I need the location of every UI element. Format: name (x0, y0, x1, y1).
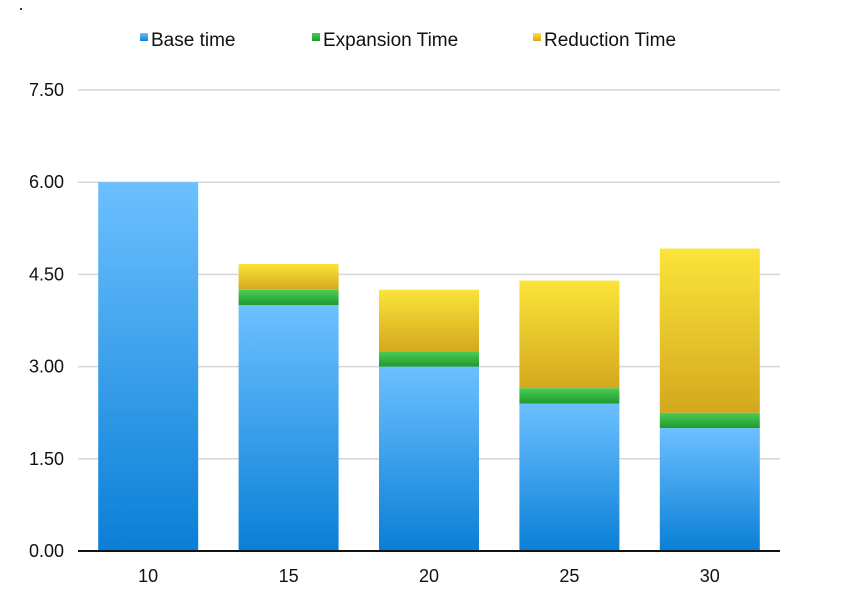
legend-label: Base time (151, 30, 235, 51)
bar-30-expansion-time (659, 412, 760, 429)
y-tick-label: 4.50 (29, 264, 64, 284)
bar-20-reduction-time (379, 289, 479, 352)
y-tick-label: 1.50 (29, 449, 64, 469)
bar-25-expansion-time (519, 388, 620, 404)
corner-dot (20, 8, 22, 10)
legend-swatch (140, 33, 148, 41)
bar-15-reduction-time (238, 263, 339, 290)
x-tick-label: 30 (700, 566, 720, 586)
legend-swatch (312, 33, 320, 41)
y-tick-label: 0.00 (29, 541, 64, 561)
y-tick-label: 3.00 (29, 357, 64, 377)
x-tick-label: 25 (559, 566, 579, 586)
bar-20-expansion-time (379, 351, 479, 367)
bar-15-expansion-time (238, 289, 339, 306)
axis: 0.00 1.50 3.00 4.50 6.00 7.50 10 15 20 25 30 (29, 80, 780, 586)
bars (98, 182, 760, 551)
x-tick-label: 15 (279, 566, 299, 586)
bar-15-base-time (238, 305, 339, 551)
legend-label: Expansion Time (323, 30, 458, 51)
x-tick-label: 10 (138, 566, 158, 586)
bar-25-reduction-time (519, 280, 620, 389)
bar-10-base-time (98, 182, 199, 551)
bar-30-base-time (659, 428, 760, 551)
bar-30-reduction-time (659, 248, 760, 413)
x-tick-label: 20 (419, 566, 439, 586)
y-tick-label: 7.50 (29, 80, 64, 100)
legend-label: Reduction Time (544, 30, 676, 51)
bar-20-base-time (379, 366, 479, 551)
bar-25-base-time (519, 403, 620, 551)
y-tick-label: 6.00 (29, 172, 64, 192)
legend: Base time Expansion Time Reduction Time (140, 30, 676, 51)
legend-swatch (533, 33, 541, 41)
